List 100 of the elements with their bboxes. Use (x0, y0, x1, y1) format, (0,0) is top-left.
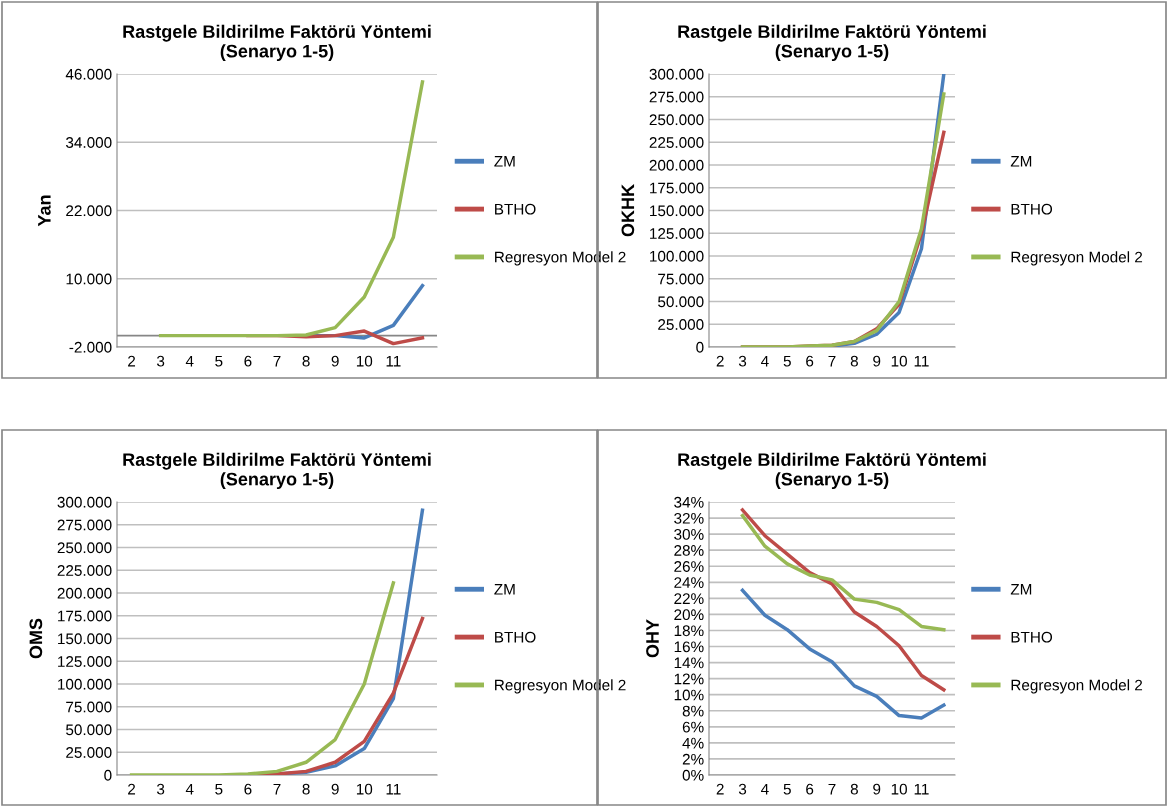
line-series (740, 513, 946, 632)
y-tick-label: 200.000 (57, 587, 112, 599)
legend-label: Regresyon Model 2 (495, 251, 626, 266)
x-tick-label: 3 (738, 355, 747, 367)
chart-title: Rastgele Bildirilme Faktörü Yöntemi (Senaryo 1-5) (123, 24, 431, 62)
y-tick-label: 32% (674, 512, 704, 524)
y-tick-label: 225.000 (57, 565, 112, 576)
legend-label: ZM (494, 584, 515, 595)
x-tick-label: 9 (873, 783, 881, 795)
legend-label: Regresyon Model 2 (1011, 679, 1143, 694)
y-tick-label: 175.000 (58, 610, 112, 622)
x-tick-label: 3 (156, 355, 165, 367)
y-tick-label: 12% (674, 673, 704, 685)
x-tick-label: 8 (302, 783, 310, 795)
x-tick-label: 6 (806, 355, 814, 367)
x-tick-label: 11 (914, 783, 929, 795)
x-tick-label: 2 (128, 355, 136, 367)
x-tick-label: 10 (891, 355, 907, 367)
x-tick-label: 10 (356, 783, 373, 795)
y-tick-label: 0 (696, 341, 704, 353)
legend-label: ZM (1010, 584, 1032, 595)
y-tick-label: 46.000 (65, 68, 112, 80)
x-tick-label: 7 (828, 355, 836, 367)
legend-label: Regresyon Model 2 (495, 679, 626, 694)
y-tick-label: 300.000 (649, 68, 704, 80)
y-tick-label: 28% (674, 545, 704, 556)
y-tick-label: 34% (674, 496, 704, 508)
x-tick-label: 4 (185, 783, 194, 795)
x-tick-label: 2 (128, 783, 136, 795)
legend-label: ZM (1010, 156, 1032, 167)
y-tick-label: -2.000 (69, 341, 112, 353)
y-axis-title: OKHK (621, 184, 635, 237)
y-tick-label: 50.000 (658, 296, 704, 308)
y-tick-label: 75.000 (66, 701, 112, 713)
x-tick-label: 10 (891, 783, 907, 795)
y-tick-label: 250.000 (57, 542, 112, 554)
chart-title: Rastgele Bildirilme Faktörü Yöntemi (Senaryo 1-5) (678, 452, 986, 490)
x-tick-label: 4 (761, 783, 769, 795)
x-tick-label: 11 (386, 355, 401, 367)
y-axis-title: Yan (38, 195, 51, 227)
x-tick-label: 9 (331, 355, 339, 367)
x-tick-label: 6 (806, 783, 814, 795)
legend-label: BTHO (495, 631, 536, 643)
y-tick-label: 275.000 (649, 91, 704, 103)
y-tick-label: 30% (674, 528, 704, 540)
x-tick-label: 7 (828, 783, 836, 795)
y-tick-label: 125.000 (58, 656, 112, 667)
y-tick-label: 300.000 (57, 496, 112, 508)
line-series (740, 588, 946, 720)
y-tick-label: 14% (674, 657, 704, 669)
y-tick-label: 200.000 (649, 159, 704, 171)
legend-label: BTHO (1011, 631, 1053, 643)
x-tick-label: 4 (761, 355, 769, 367)
line-series (158, 80, 425, 338)
chart-title: Rastgele Bildirilme Faktörü Yöntemi (Senaryo 1-5) (123, 452, 431, 490)
y-tick-label: 2% (682, 753, 704, 765)
y-tick-label: 150.000 (58, 633, 112, 645)
y-tick-label: 20% (674, 609, 704, 621)
x-tick-label: 11 (914, 355, 929, 367)
y-tick-label: 0% (682, 769, 704, 781)
legend-label: BTHO (1011, 203, 1053, 215)
y-tick-label: 24% (674, 577, 704, 588)
x-tick-label: 8 (850, 783, 858, 795)
y-axis-title: OHY (646, 619, 659, 658)
line-series (740, 508, 946, 692)
y-tick-label: 10.000 (66, 273, 112, 285)
y-tick-label: 10% (674, 689, 704, 701)
x-tick-label: 5 (783, 355, 791, 367)
y-tick-label: 250.000 (649, 114, 704, 126)
x-tick-label: 5 (215, 355, 223, 367)
y-tick-label: 25.000 (658, 319, 704, 330)
x-tick-label: 5 (215, 783, 223, 795)
y-tick-label: 26% (674, 561, 704, 572)
y-tick-label: 175.000 (650, 182, 704, 194)
y-tick-label: 275.000 (57, 519, 112, 531)
x-tick-label: 6 (244, 783, 252, 795)
x-tick-label: 8 (850, 355, 858, 367)
x-tick-label: 11 (386, 783, 401, 795)
x-tick-label: 7 (273, 783, 281, 795)
chart-title: Rastgele Bildirilme Faktörü Yöntemi (Senaryo 1-5) (678, 24, 986, 62)
y-tick-label: 0 (104, 769, 112, 781)
y-tick-label: 22% (674, 593, 704, 604)
y-tick-label: 4% (682, 737, 704, 749)
legend-label: BTHO (495, 203, 536, 215)
y-tick-label: 125.000 (650, 228, 704, 239)
x-tick-label: 4 (185, 355, 194, 367)
x-tick-label: 5 (783, 783, 791, 795)
y-tick-label: 100.000 (650, 250, 704, 262)
x-tick-label: 8 (302, 355, 310, 367)
y-tick-label: 100.000 (58, 678, 112, 690)
y-tick-label: 75.000 (658, 273, 704, 285)
x-tick-label: 9 (873, 355, 881, 367)
y-tick-label: 6% (682, 721, 704, 733)
x-tick-label: 3 (156, 783, 165, 795)
x-tick-label: 3 (738, 783, 747, 795)
y-tick-label: 50.000 (66, 724, 112, 736)
y-tick-label: 150.000 (650, 205, 704, 217)
x-tick-label: 10 (356, 355, 373, 367)
x-tick-label: 7 (273, 355, 281, 367)
y-axis-title: OMS (29, 618, 43, 659)
